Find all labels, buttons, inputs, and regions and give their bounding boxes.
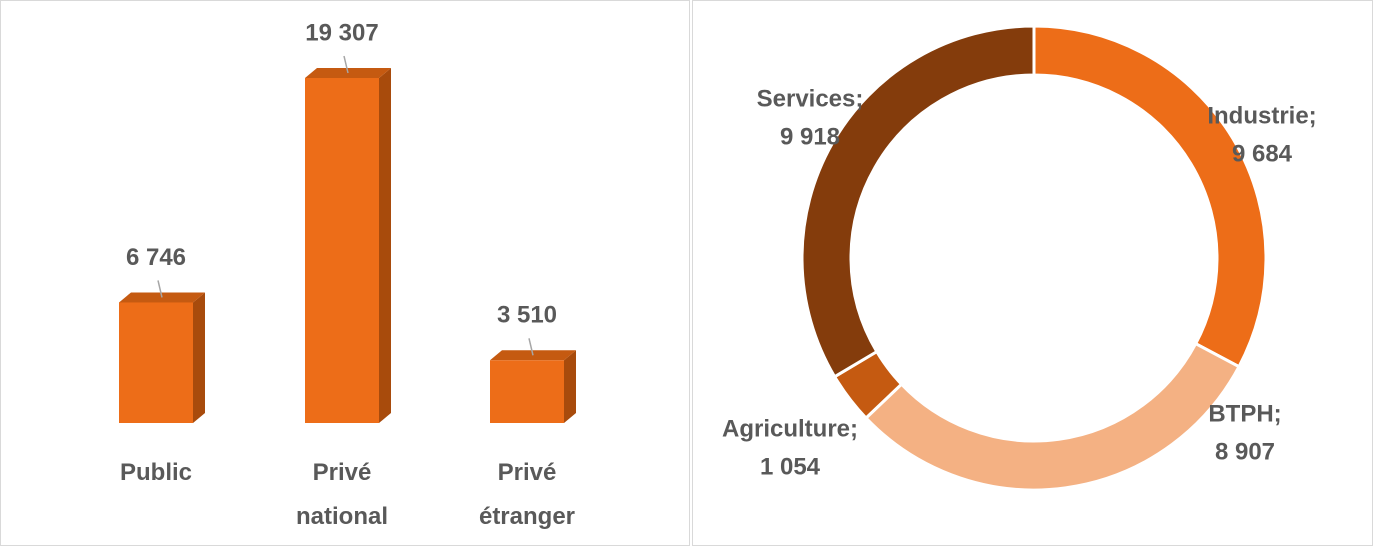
- slice-category: Industrie;: [1207, 102, 1316, 129]
- left-panel: [0, 0, 690, 546]
- slice-category: Services;: [757, 85, 864, 112]
- slice-value: 9 918: [780, 123, 840, 150]
- donut-slice: [1032, 24, 1268, 369]
- bar-front: [490, 360, 564, 423]
- leader-line: [157, 280, 163, 298]
- category-label: Privé national: [295, 459, 388, 530]
- donut-slice: [863, 341, 1242, 492]
- bar-front: [305, 78, 379, 423]
- category-label: Public: [119, 459, 192, 486]
- bar-side: [193, 292, 205, 423]
- bar: [305, 68, 391, 423]
- donut-slice: [800, 24, 1036, 379]
- bar: [119, 292, 205, 423]
- category-label: Privé étranger: [478, 459, 576, 530]
- bar-front: [119, 302, 193, 423]
- slice-category: BTPH;: [1208, 400, 1281, 427]
- slice-value: 1 054: [760, 453, 821, 480]
- bar-side: [564, 350, 576, 423]
- bar-side: [379, 68, 391, 423]
- leader-line: [343, 55, 349, 74]
- right-panel: [692, 0, 1373, 546]
- slice-value: 9 684: [1232, 140, 1293, 167]
- leader-line: [528, 338, 534, 356]
- slice-value: 8 907: [1215, 438, 1275, 465]
- value-label: 3 510: [497, 302, 557, 329]
- bar: [490, 350, 576, 423]
- slice-category: Agriculture;: [722, 415, 858, 442]
- value-label: 6 746: [126, 244, 186, 271]
- value-label: 19 307: [305, 19, 378, 46]
